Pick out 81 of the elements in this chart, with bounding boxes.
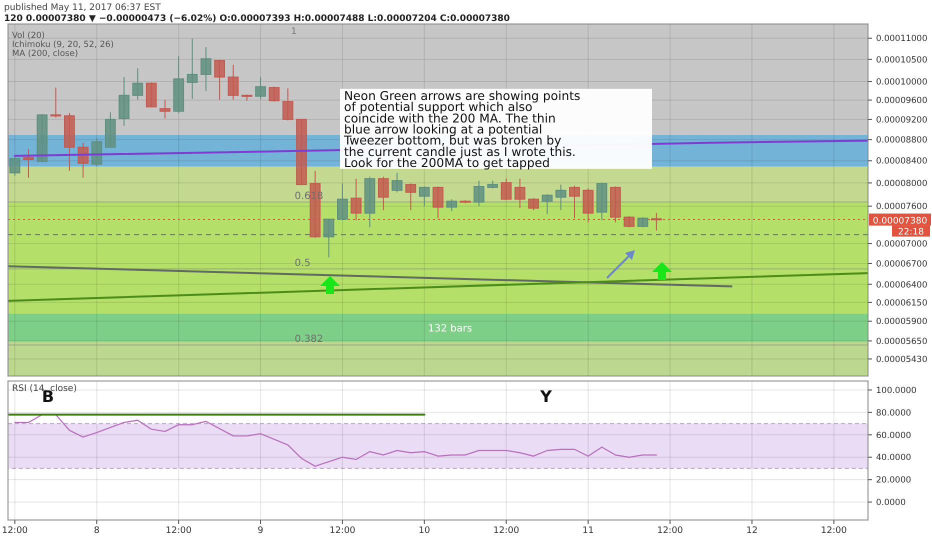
candlestick <box>542 194 553 215</box>
y-tick-label: 0.00005430 <box>876 354 928 365</box>
candlestick <box>323 218 334 258</box>
candlestick <box>446 198 458 212</box>
candlestick <box>569 185 580 219</box>
annotation: Y <box>539 387 552 406</box>
candlestick <box>337 183 348 221</box>
candlestick <box>514 178 526 209</box>
band-label: 132 bars <box>428 324 472 335</box>
y-tick-label: 0.00010500 <box>876 55 928 66</box>
x-tick-label: 12:00 <box>166 526 192 536</box>
x-tick-label: 12 <box>746 526 758 536</box>
candlestick <box>228 64 239 100</box>
ref-line-label: 0.00007380 <box>872 216 928 227</box>
candlestick <box>282 88 294 121</box>
candlestick <box>214 59 225 100</box>
text: 22:18 <box>898 228 924 238</box>
candlestick <box>23 148 34 178</box>
candlestick <box>78 142 88 178</box>
y-tick-label: 0.00010000 <box>876 78 928 88</box>
candlestick <box>582 188 594 223</box>
annotation: Ichimoku (9, 20, 52, 26) <box>12 40 114 50</box>
candlestick <box>146 82 157 108</box>
x-tick-label: 11 <box>582 526 594 536</box>
y-tick-label: 100.0000 <box>876 386 917 396</box>
candlestick <box>637 216 648 228</box>
candlestick <box>555 184 566 211</box>
annotation: Neon Green arrows are showing points of potential support which also coincide with the 200 MA. The thin blue arrow looking at a potential Tweezer bottom, but was broken by the current candle just as I wrote this. Look for the 200MA to get tapped <box>343 88 580 170</box>
candlestick <box>418 186 430 207</box>
candlestick <box>474 180 484 207</box>
candlestick <box>624 216 635 228</box>
y-tick-label: 0.00008400 <box>876 156 928 167</box>
y-tick-label: 20.0000 <box>876 476 912 486</box>
candlestick <box>118 76 130 126</box>
y-tick-label: 60.0000 <box>876 430 912 441</box>
x-tick-label: 8 <box>94 526 100 536</box>
annotation: 1 <box>291 27 297 37</box>
candlestick <box>350 178 362 221</box>
annotation: MA (200, close) <box>12 49 78 59</box>
chart-subtitle: 120 0.00007380 ▼ −0.00000473 (−6.02%) O:0.00007393 H:0.00007488 L:0.00007204 C:0.00007380 <box>4 14 510 24</box>
y-tick-label: 0.00006150 <box>876 298 928 308</box>
candlestick <box>132 68 144 100</box>
candlestick <box>432 186 444 219</box>
candlestick <box>50 87 62 118</box>
y-tick-label: 0.00007000 <box>876 240 928 250</box>
x-tick-label: 12:00 <box>493 526 520 536</box>
x-tick-label: 12:00 <box>820 526 848 536</box>
annotation: Vol (20) <box>12 31 45 41</box>
annotation: 0.5 <box>294 258 311 269</box>
candlestick <box>378 176 389 211</box>
candlestick <box>268 86 280 102</box>
y-tick-label: 0.00007600 <box>876 202 928 212</box>
candlestick <box>200 46 212 92</box>
candlestick <box>392 172 402 193</box>
x-tick-label: 10 <box>418 526 430 536</box>
candlestick <box>500 178 512 201</box>
line-series <box>14 414 658 467</box>
y-tick-label: 0.00006700 <box>876 259 928 270</box>
candlestick <box>160 99 170 120</box>
y-tick-label: 0.00011000 <box>876 34 928 44</box>
y-tick-label: 0.00009600 <box>876 96 928 106</box>
y-tick-label: 0.00008800 <box>876 136 928 146</box>
x-tick-label: 12:00 <box>2 526 28 536</box>
candlestick <box>186 38 198 100</box>
y-tick-label: 0.00008000 <box>876 178 928 189</box>
y-tick-label: 80.0000 <box>876 408 912 418</box>
candlestick <box>405 183 416 211</box>
text: published May 11, 2017 06:37 EST <box>4 3 162 13</box>
y-tick-label: 0.0000 <box>876 498 906 508</box>
y-tick-label: 0.00005900 <box>876 317 928 328</box>
candlestick <box>9 156 20 176</box>
y-tick-label: 0.00005650 <box>876 336 928 347</box>
x-tick-label: 12:00 <box>329 526 356 536</box>
y-tick-label: 40.0000 <box>876 453 912 464</box>
y-tick-label: 0.00009200 <box>876 115 928 126</box>
x-tick-label: 12:00 <box>657 526 684 536</box>
x-tick-label: 9 <box>258 526 264 536</box>
candlestick <box>528 198 539 211</box>
y-tick-label: 0.00006400 <box>876 280 928 290</box>
candlestick <box>255 76 266 100</box>
candlestick <box>651 212 662 232</box>
